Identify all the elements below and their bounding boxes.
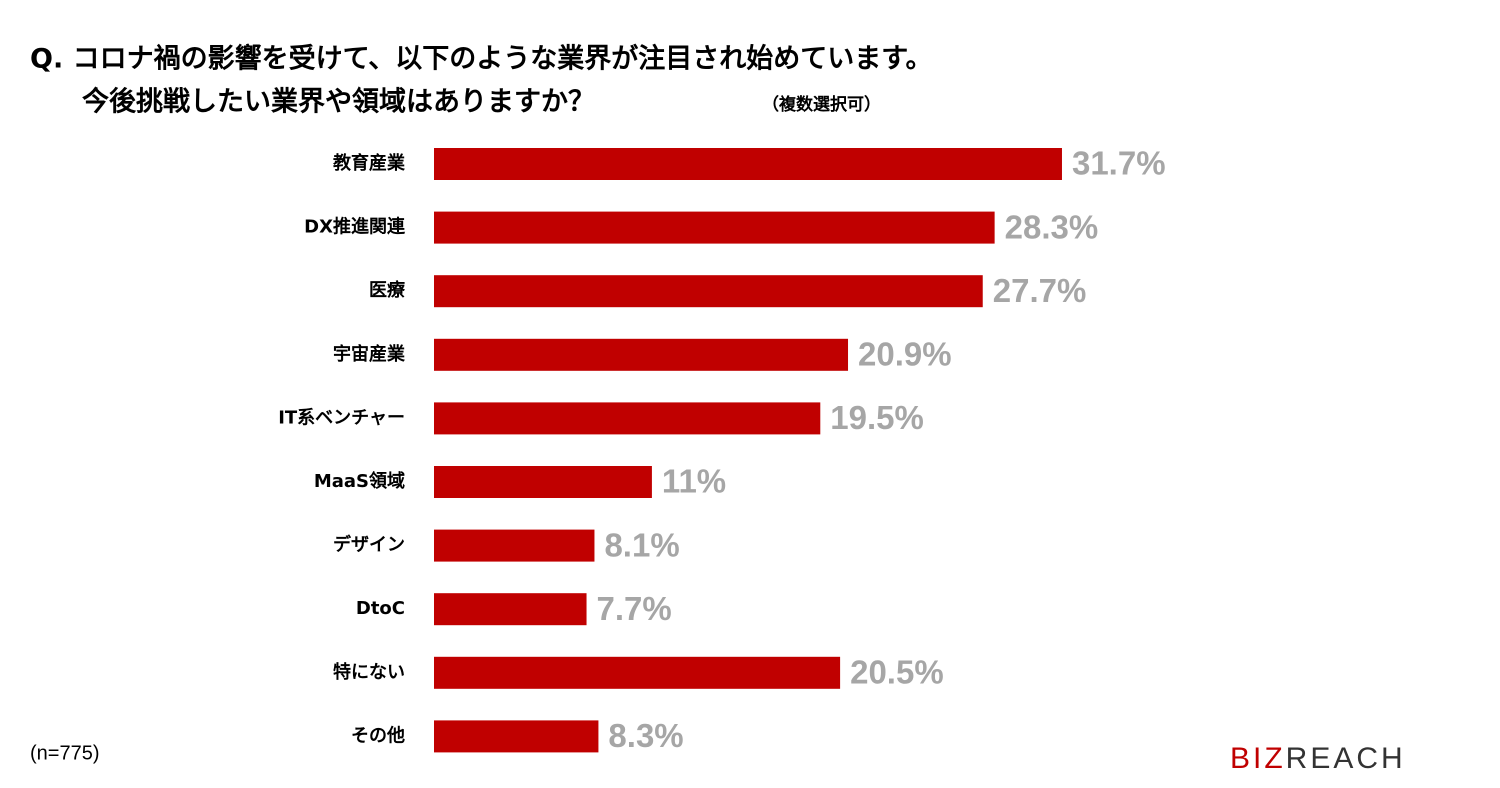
bar: [434, 529, 595, 562]
bar: [434, 466, 652, 498]
value-label: 27.7%: [993, 272, 1087, 309]
category-label: DX推進関連: [304, 216, 406, 238]
sample-note: (n=775): [30, 742, 100, 764]
bar: [434, 211, 995, 244]
value-label: 8.1%: [604, 526, 679, 563]
value-label: 19.5%: [830, 399, 924, 436]
bar: [434, 148, 1062, 180]
category-label: その他: [351, 724, 405, 746]
value-label: 31.7%: [1072, 145, 1166, 182]
category-label: 医療: [369, 279, 406, 301]
value-label: 7.7%: [597, 590, 672, 627]
category-label: 特にない: [333, 661, 405, 683]
bar: [434, 275, 983, 308]
category-label: 宇宙産業: [333, 343, 406, 365]
value-label: 8.3%: [608, 717, 683, 754]
category-label: MaaS領域: [314, 470, 405, 492]
bar: [434, 720, 599, 753]
chart-title: Q. コロナ禍の影響を受けて、以下のような業界が注目され始めています。: [30, 43, 933, 75]
bar: [434, 593, 587, 626]
category-label: IT系ベンチャー: [278, 407, 405, 428]
category-label: デザイン: [333, 534, 405, 556]
logo-part: REACH: [1286, 742, 1406, 775]
value-label: 11%: [662, 463, 726, 500]
bar: [434, 338, 849, 371]
bar: [434, 402, 821, 435]
logo: BIZREACH: [1230, 742, 1406, 775]
subtitle-note: （複数選択可）: [762, 94, 881, 115]
value-label: 28.3%: [1005, 208, 1099, 245]
value-label: 20.5%: [850, 654, 944, 691]
category-label: DtoC: [356, 598, 405, 619]
logo-part: BIZ: [1230, 742, 1286, 775]
bar: [434, 656, 841, 689]
chart-subtitle: 今後挑戦したい業界や領域はありますか？: [82, 86, 595, 118]
value-label: 20.9%: [858, 336, 952, 373]
category-label: 教育産業: [333, 152, 406, 174]
